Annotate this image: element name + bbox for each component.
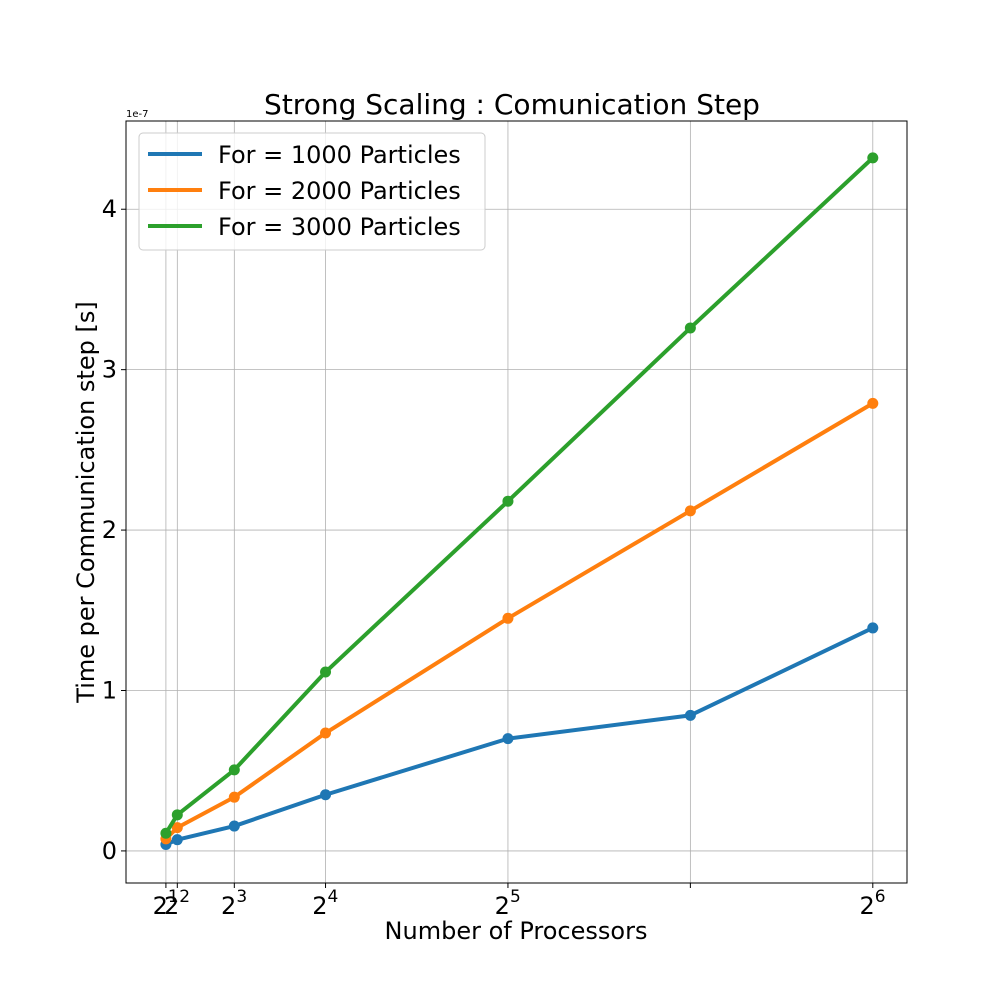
data-point: [684, 505, 696, 517]
legend-label: For = 1000 Particles: [218, 141, 461, 169]
series-3: [160, 152, 879, 839]
data-point: [160, 827, 172, 839]
data-point: [171, 809, 183, 821]
x-tick-exponent: 2: [179, 887, 190, 907]
y-tick-label: 2: [102, 516, 117, 544]
legend-label: For = 2000 Particles: [218, 177, 461, 205]
data-point: [684, 709, 696, 721]
data-point: [171, 834, 183, 846]
legend: For = 1000 Particles For = 2000 Particles…: [138, 132, 486, 251]
data-point: [320, 727, 332, 739]
x-tick-exponent: 5: [510, 887, 521, 907]
legend-box: [138, 132, 486, 251]
x-tick-exponent: 3: [236, 887, 247, 907]
data-point: [502, 612, 514, 624]
x-tick-label: 2: [221, 892, 236, 920]
y-tick-label: 4: [102, 195, 117, 223]
x-tick-exponent: 1: [168, 887, 179, 907]
y-offset-label: 1e-7: [126, 109, 149, 120]
data-point: [228, 820, 240, 832]
x-tick-label: 2: [312, 892, 327, 920]
data-point: [228, 791, 240, 803]
data-point: [502, 733, 514, 745]
x-tick-exponent: 4: [328, 887, 339, 907]
series-group: [160, 152, 879, 850]
data-point: [867, 622, 879, 634]
data-point: [228, 764, 240, 776]
data-point: [684, 322, 696, 334]
chart-title: Strong Scaling : Comunication Step: [264, 88, 760, 121]
data-point: [320, 666, 332, 678]
data-point: [502, 495, 514, 507]
data-point: [171, 822, 183, 834]
x-axis-label: Number of Processors: [385, 917, 648, 945]
x-tick-label: 2: [164, 892, 179, 920]
data-point: [867, 152, 879, 164]
y-axis-ticks: 0 1 2 3 4: [102, 195, 126, 865]
series-2: [160, 397, 879, 845]
data-point: [320, 789, 332, 801]
y-axis-label: Time per Communication step [s]: [72, 301, 100, 703]
y-tick-label: 0: [102, 837, 117, 865]
x-tick-label: 2: [495, 892, 510, 920]
y-tick-label: 3: [102, 356, 117, 384]
x-tick-exponent: 6: [875, 887, 886, 907]
x-tick-label: 2: [860, 892, 875, 920]
data-point: [867, 397, 879, 409]
y-tick-label: 1: [102, 676, 117, 704]
legend-label: For = 3000 Particles: [218, 213, 461, 241]
x-axis-ticks: 2 12 2 2 3 2 4 2 5 2 6: [153, 883, 886, 920]
plot-frame: [125, 120, 908, 884]
x-tick-label: 2: [153, 892, 168, 920]
